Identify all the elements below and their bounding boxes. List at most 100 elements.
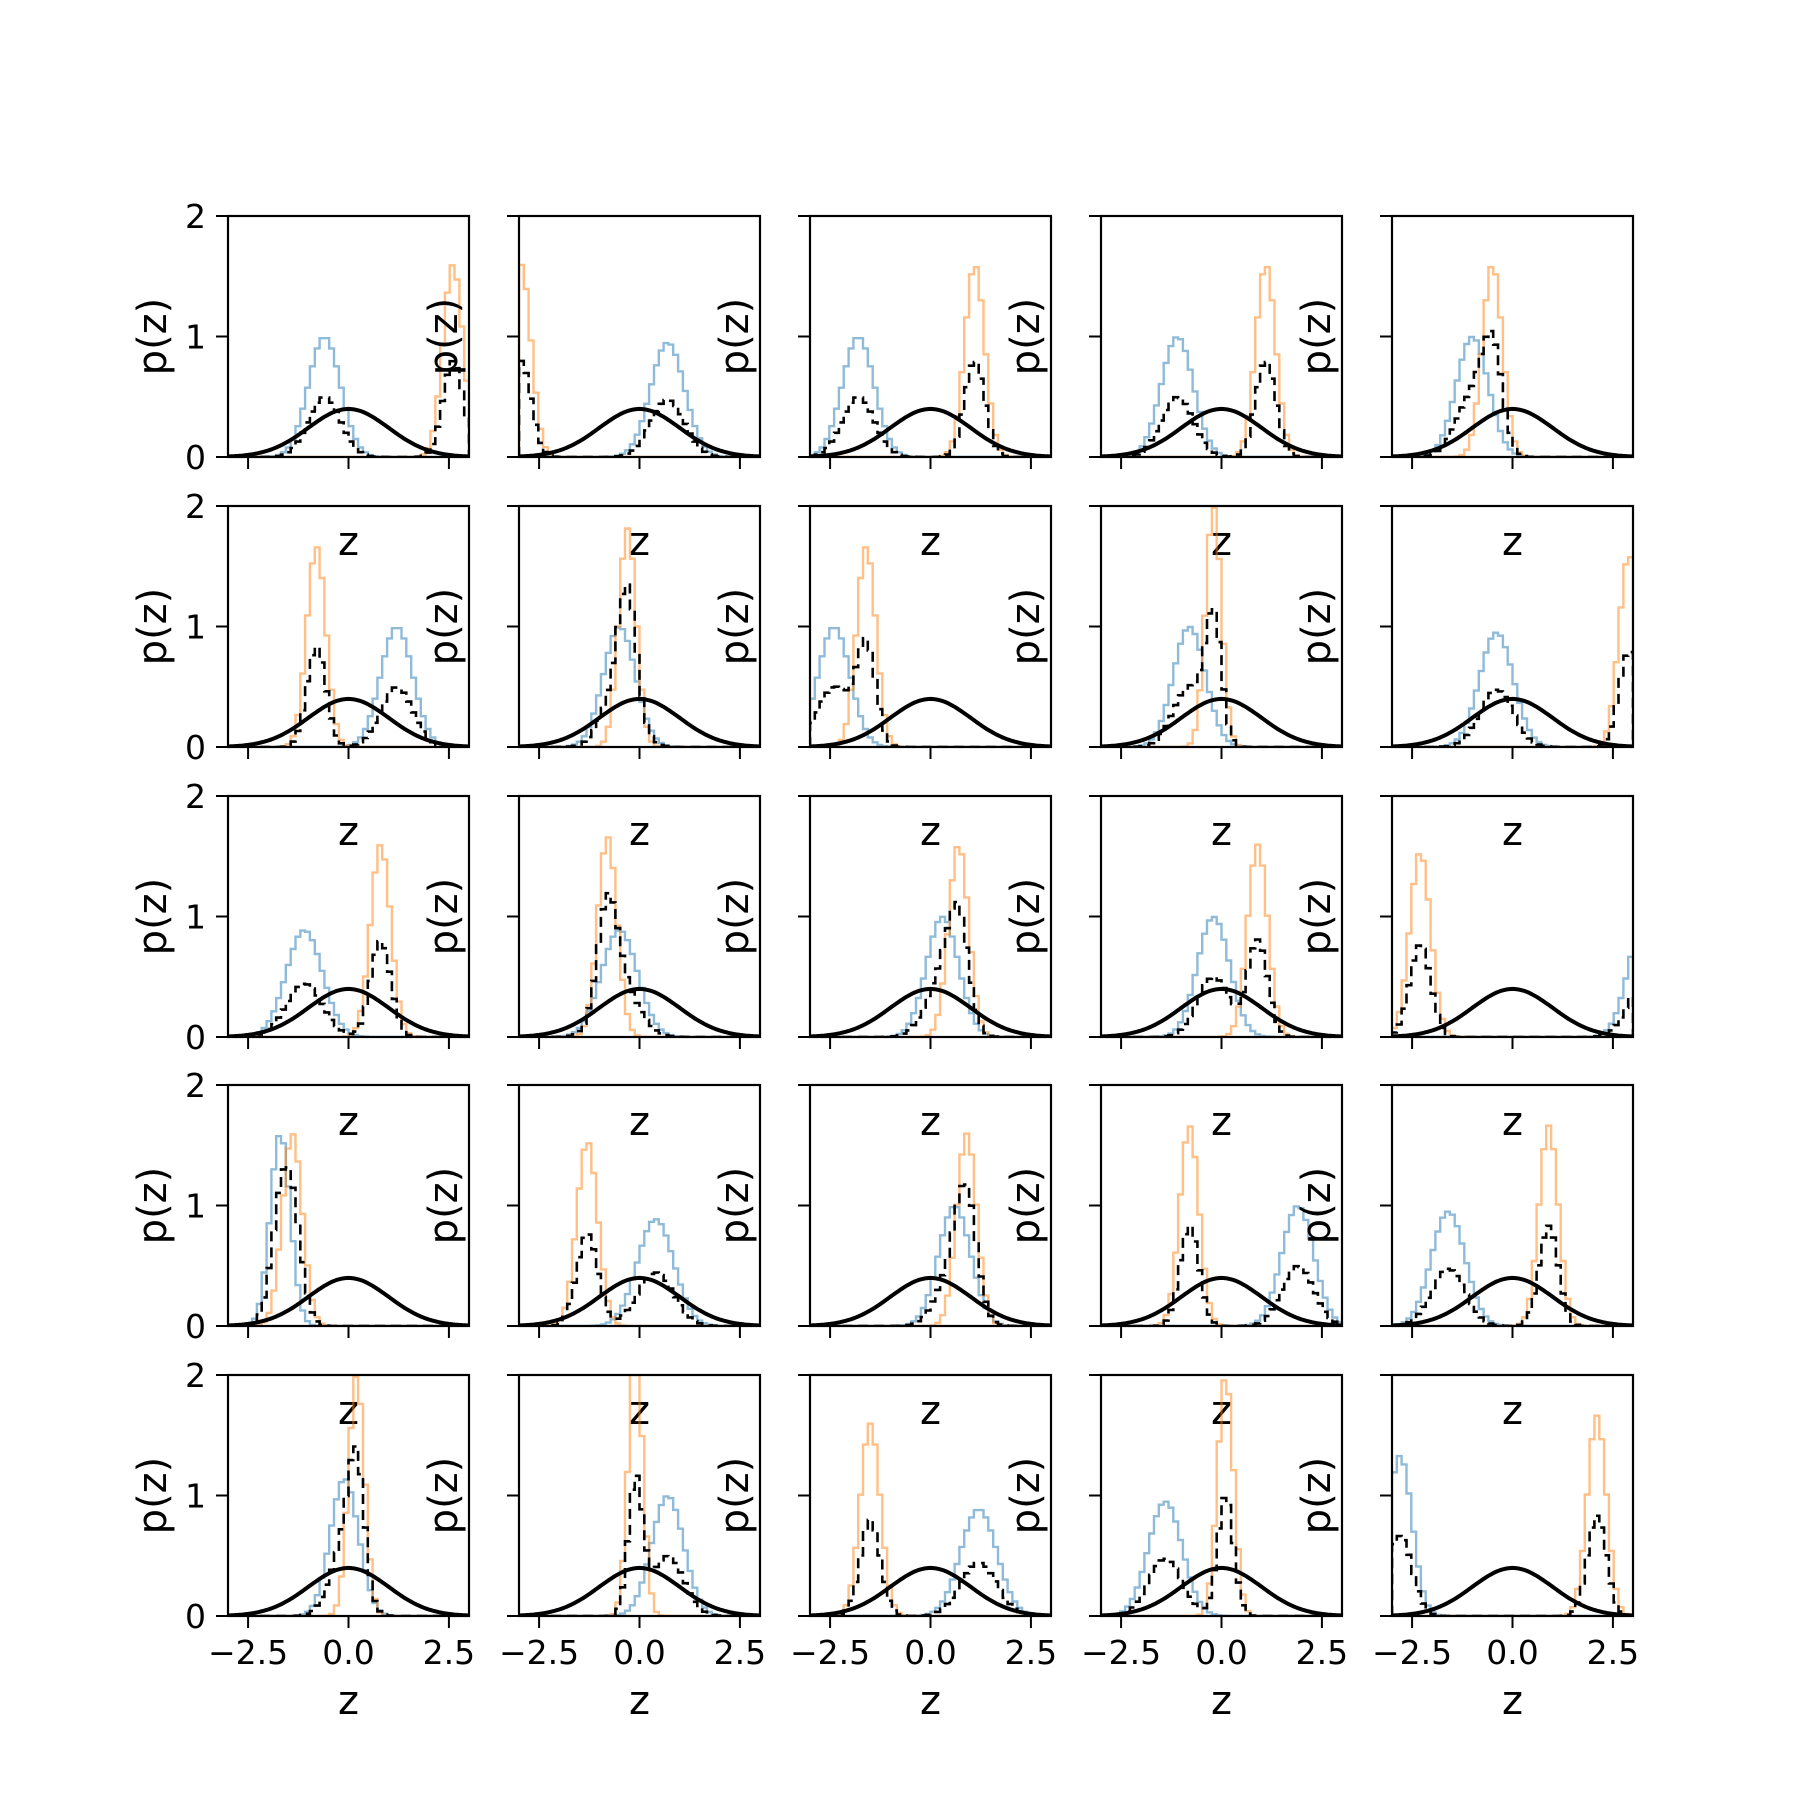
y-axis-label: p(z) bbox=[130, 878, 176, 956]
x-axis-label: z bbox=[1211, 809, 1232, 855]
x-axis-label: z bbox=[1502, 1388, 1523, 1434]
hist-mixture bbox=[810, 636, 1051, 747]
subplot-r1-c4: p(z)z bbox=[1003, 214, 1344, 565]
y-axis-label: p(z) bbox=[130, 1457, 176, 1535]
y-tick-label: 2 bbox=[185, 777, 206, 816]
prior-curve bbox=[810, 986, 1051, 1037]
x-tick-label: −2.5 bbox=[1081, 1633, 1161, 1672]
y-axis-label: p(z) bbox=[1003, 878, 1049, 956]
x-axis-label: z bbox=[629, 809, 650, 855]
x-axis-label: z bbox=[338, 1099, 359, 1145]
subplot-r1-c5: p(z) z bbox=[1294, 214, 1635, 565]
subplot-r5-c1: −2.5 0.0 2.5 0 1 2 p(z) z bbox=[130, 1356, 475, 1724]
plot-area bbox=[1101, 506, 1342, 747]
x-tick-label: 0.0 bbox=[1486, 1633, 1538, 1672]
y-axis-label: p(z) bbox=[421, 588, 467, 666]
x-axis-label: z bbox=[1502, 519, 1523, 565]
hist-mixture bbox=[810, 1183, 1051, 1326]
x-tick-label: 2.5 bbox=[1587, 1633, 1639, 1672]
y-axis-label: p(z) bbox=[1294, 588, 1340, 666]
y-tick-label: 2 bbox=[185, 197, 206, 236]
hist-mixture bbox=[810, 1518, 1051, 1616]
plot-area bbox=[1392, 556, 1633, 747]
subplot-r2-c4: p(z) z bbox=[1003, 504, 1344, 855]
plot-area bbox=[1392, 853, 1633, 1037]
x-axis-label: z bbox=[1211, 1678, 1232, 1724]
y-axis-label: p(z) bbox=[421, 878, 467, 956]
hist-component-a bbox=[1392, 1210, 1633, 1326]
hist-component-a bbox=[1392, 955, 1633, 1037]
subplot-r2-c2: p(z) z bbox=[421, 504, 762, 855]
x-tick-label: −2.5 bbox=[1372, 1633, 1452, 1672]
y-axis-label: p(z) bbox=[130, 298, 176, 376]
hist-component-a bbox=[1392, 1454, 1633, 1616]
hist-mixture bbox=[1101, 608, 1342, 747]
prior-curve bbox=[1392, 696, 1633, 747]
x-axis-label: z bbox=[338, 1678, 359, 1724]
prior-curve bbox=[1392, 1565, 1633, 1616]
hist-mixture bbox=[228, 1166, 469, 1326]
y-axis-label: p(z) bbox=[1294, 1167, 1340, 1245]
prior-curve bbox=[810, 1565, 1051, 1616]
x-tick-label: 2.5 bbox=[1005, 1633, 1057, 1672]
hist-component-b bbox=[519, 527, 760, 747]
plot-area bbox=[1101, 1379, 1342, 1616]
y-tick-label: 1 bbox=[185, 898, 206, 937]
y-axis-label: p(z) bbox=[1294, 298, 1340, 376]
y-tick-label: 2 bbox=[185, 1356, 206, 1395]
prior-curve bbox=[1101, 1275, 1342, 1326]
prior-curve bbox=[519, 986, 760, 1037]
x-axis-label: z bbox=[920, 1388, 941, 1434]
prior-curve bbox=[1101, 986, 1342, 1037]
prior-curve bbox=[1101, 696, 1342, 747]
subplot-r1-c3: p(z) z bbox=[712, 214, 1053, 565]
hist-mixture bbox=[1392, 1514, 1633, 1616]
y-tick-label: 2 bbox=[185, 1066, 206, 1105]
subplot-r5-c5: −2.5 0.0 2.5 p(z) z bbox=[1294, 1373, 1639, 1724]
plot-area bbox=[810, 1422, 1051, 1616]
subplot-r3-c4: p(z) z bbox=[1003, 794, 1344, 1145]
x-axis-label: z bbox=[629, 1099, 650, 1145]
hist-component-b bbox=[228, 264, 469, 457]
hist-component-b bbox=[228, 1375, 469, 1616]
hist-component-b bbox=[1101, 506, 1342, 747]
prior-curve bbox=[1101, 406, 1342, 457]
hist-component-b bbox=[519, 263, 760, 457]
plot-area bbox=[1392, 266, 1633, 457]
subplot-r3-c2: p(z) z bbox=[421, 794, 762, 1145]
y-tick-label: 1 bbox=[185, 1477, 206, 1516]
hist-mixture bbox=[1392, 329, 1633, 457]
prior-curve bbox=[228, 696, 469, 747]
prior-curve bbox=[519, 696, 760, 747]
subplot-r4-c5: p(z) z bbox=[1294, 1083, 1635, 1434]
x-axis-label: z bbox=[920, 809, 941, 855]
subplot-r5-c4: −2.5 0.0 2.5 p(z) z bbox=[1003, 1373, 1348, 1724]
subplot-r3-c1: 0 1 2 p(z) z bbox=[130, 777, 471, 1145]
y-tick-label: 2 bbox=[185, 487, 206, 526]
subplot-r1-c1: 0 1 2 p(z) z bbox=[130, 197, 471, 565]
plot-area bbox=[228, 1375, 469, 1616]
hist-component-a bbox=[1392, 631, 1633, 747]
subplot-r3-c5: p(z) z bbox=[1294, 794, 1635, 1145]
x-axis-label: z bbox=[1211, 1099, 1232, 1145]
y-axis-label: p(z) bbox=[130, 588, 176, 666]
hist-component-a bbox=[1101, 625, 1342, 747]
plot-area bbox=[1392, 1414, 1633, 1616]
hist-component-b bbox=[1392, 1124, 1633, 1326]
hist-mixture bbox=[228, 645, 469, 747]
prior-curve bbox=[519, 406, 760, 457]
y-axis-label: p(z) bbox=[712, 878, 758, 956]
y-axis-label: p(z) bbox=[1294, 878, 1340, 956]
y-axis-label: p(z) bbox=[712, 298, 758, 376]
x-tick-label: 0.0 bbox=[904, 1633, 956, 1672]
hist-component-a bbox=[810, 1508, 1051, 1616]
subplot-r4-c1: 0 1 2 p(z) z bbox=[130, 1066, 471, 1434]
hist-component-b bbox=[1392, 556, 1633, 747]
x-axis-label: z bbox=[338, 519, 359, 565]
plot-area bbox=[1392, 1124, 1633, 1326]
y-axis-label: p(z) bbox=[712, 588, 758, 666]
x-axis-label: z bbox=[1502, 809, 1523, 855]
prior-curve bbox=[1392, 406, 1633, 457]
hist-component-b bbox=[1392, 853, 1633, 1037]
x-tick-label: −2.5 bbox=[790, 1633, 870, 1672]
